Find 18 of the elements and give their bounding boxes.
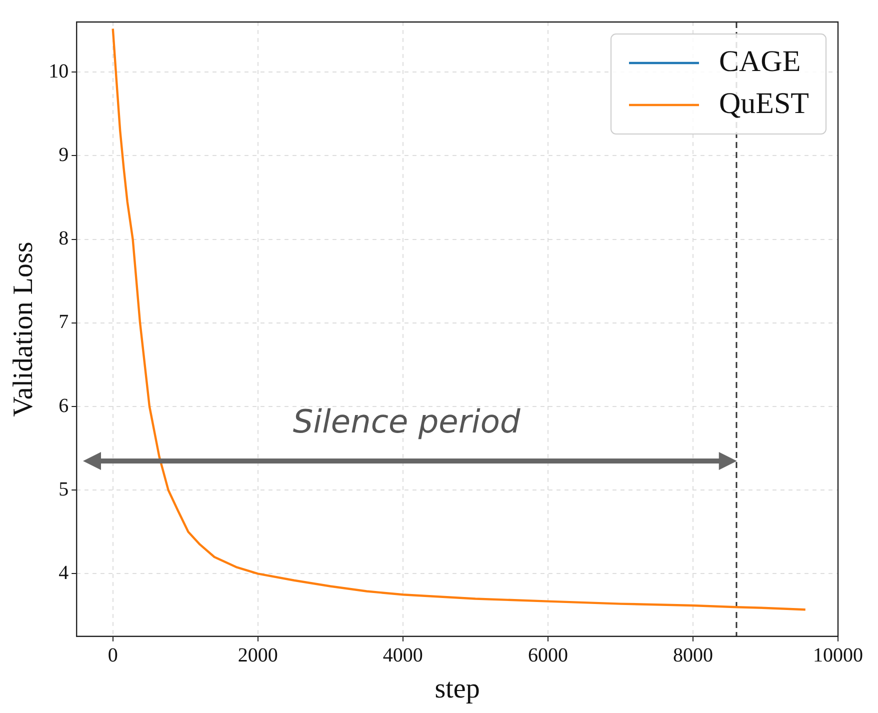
y-axis-title: Validation Loss (8, 242, 40, 417)
x-tick-label: 10000 (813, 644, 863, 667)
legend-label: CAGE (719, 44, 801, 78)
x-tick-label: 4000 (382, 644, 423, 667)
y-tick-label: 4 (58, 562, 69, 584)
y-tick-label: 7 (58, 311, 69, 334)
x-tick-label: 6000 (528, 644, 568, 667)
annotation: Silence period (292, 402, 521, 441)
x-tick-label: 2000 (238, 644, 278, 667)
y-tick-label: 10 (48, 60, 69, 82)
y-tick-label: 8 (58, 228, 69, 250)
y-tick-label: 5 (58, 478, 69, 500)
legend-label: QuEST (719, 86, 809, 120)
x-axis-title: step (434, 674, 480, 705)
y-tick-label: 9 (58, 144, 69, 166)
y-tick-label: 6 (58, 394, 69, 417)
x-tick-label: 8000 (672, 644, 713, 667)
x-tick-label: 0 (108, 644, 118, 667)
